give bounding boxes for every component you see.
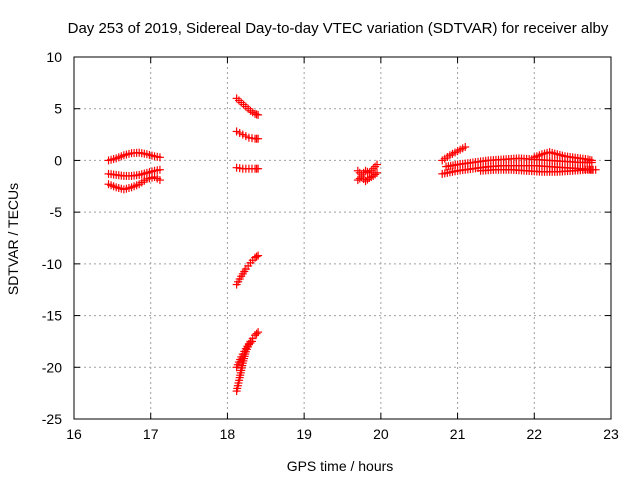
y-tick-label: -20 [42,359,62,375]
data-point-trace [535,151,544,160]
data-point-trace [244,104,253,113]
data-point-trace [558,151,567,160]
data-point-trace [248,256,257,265]
y-tick-label: 5 [54,101,62,117]
x-tick-label: 23 [603,426,619,442]
data-point-trace [585,155,594,164]
data-point-trace [252,329,261,338]
data-layer [104,94,600,396]
data-point-trace [466,158,475,167]
data-point-trace [238,361,247,370]
data-point-trace [117,152,126,161]
y-axis-title: SDTVAR / TECUs [5,183,21,295]
data-point-trace [109,182,118,191]
data-point-trace [153,166,162,175]
chart-title: Day 253 of 2019, Sidereal Day-to-day VTE… [68,20,609,37]
data-point-trace [443,152,452,161]
x-tick-label: 21 [450,426,466,442]
y-tick-label: -25 [42,411,62,427]
x-axis-title: GPS time / hours [287,458,394,474]
data-point-trace [581,155,590,164]
data-point [254,251,263,260]
data-point-trace [252,252,261,261]
data-point-trace [573,154,582,163]
data-point-trace [235,275,244,284]
y-tick-label: -10 [42,256,62,272]
data-point-trace [241,350,250,359]
data-point-trace [140,149,149,158]
data-point [247,337,256,346]
data-point-trace [147,173,156,182]
y-tick-label: -15 [42,308,62,324]
x-tick-label: 17 [143,426,159,442]
x-tick-label: 16 [66,426,82,442]
data-point-trace [371,162,380,171]
data-point-trace [363,167,372,176]
plot-frame [73,56,612,420]
data-point-trace [235,376,244,385]
data-point-trace [244,261,253,270]
data-point-trace [458,144,467,153]
data-point-trace [252,110,261,119]
x-tick-label: 22 [526,426,542,442]
x-tick-label: 20 [373,426,389,442]
data-point-trace [109,155,118,164]
data-point-trace [140,176,149,185]
data-point-trace [132,171,141,180]
data-point-trace [109,170,118,179]
grid-layer [74,57,611,419]
data-point-trace [140,169,149,178]
data-point-trace [234,96,243,105]
data-point-trace [124,184,133,193]
data-point-trace [147,151,156,160]
data-point-trace [240,267,249,276]
data-point-trace [153,152,162,161]
data-point-trace [550,149,559,158]
data-point [254,328,263,337]
data-point-trace [241,132,250,141]
data-point-trace [451,160,460,169]
data-point-trace [252,164,261,173]
data-point-trace [235,129,244,138]
data-point-trace [153,174,162,183]
y-tick-label: -5 [50,204,63,220]
y-tick-label: 0 [54,152,62,168]
data-point [373,168,382,177]
data-point-trace [252,134,261,143]
data-point-trace [124,149,133,158]
data-point-trace [451,148,460,157]
data-point-trace [371,170,380,179]
data-point-trace [239,100,248,109]
ticks-layer: 16 17 18 19 20 21 22 23 -25 -20 -15 -10 -5 0 5 10 [42,49,619,442]
data-point-trace [246,338,255,347]
data-point-trace [566,152,575,161]
x-tick-label: 19 [296,426,312,442]
y-tick-label: 10 [46,49,62,65]
data-point-trace [132,181,141,190]
data-point-trace [589,165,598,174]
x-tick-label: 18 [220,426,236,442]
